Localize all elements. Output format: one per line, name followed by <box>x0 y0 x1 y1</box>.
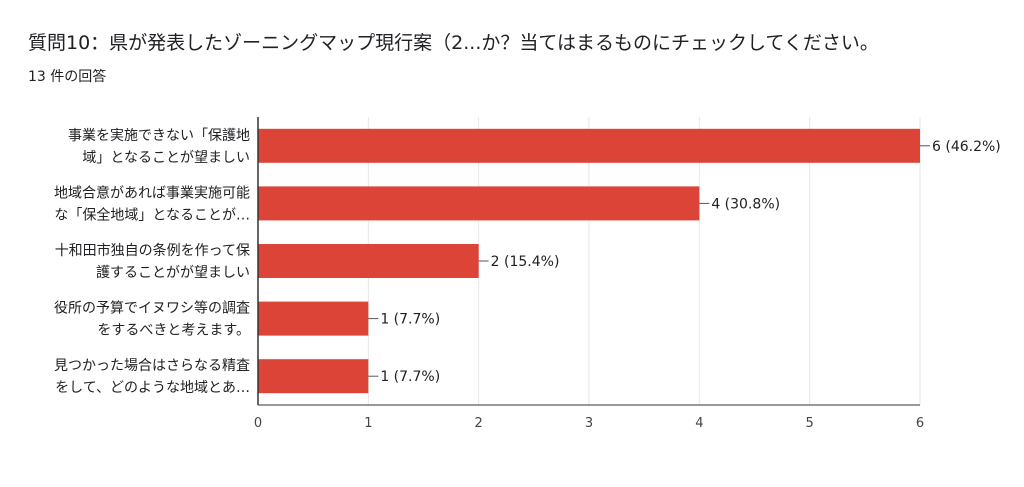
response-count: 13 件の回答 <box>28 69 107 85</box>
category-label: 役所の予算でイヌワシ等の調査 <box>54 300 250 317</box>
x-tick-label: 3 <box>585 416 593 431</box>
bar <box>258 301 369 336</box>
x-tick-label: 6 <box>916 416 924 431</box>
category-label: をして、どのような地域とあ… <box>55 380 250 396</box>
labels: 0 1 2 3 4 5 6 6 (46.2%) 事業を実施できない「保護地域」となることが望まし… <box>54 128 1001 431</box>
bar <box>258 186 700 221</box>
bar <box>258 244 479 278</box>
category-label: 見つかった場合はさらなる精査 <box>54 358 250 374</box>
category-label: 域」となることが望ましい <box>82 150 250 166</box>
value-label: 1 (7.7%) <box>380 312 440 328</box>
axes <box>257 117 920 406</box>
category-label: 十和田市独自の条例を作って保 <box>55 242 250 259</box>
category-label: な「保全地域」となることが… <box>54 206 250 223</box>
category-label: 地域合意があれば事業実施可能 <box>54 184 250 201</box>
x-tick-label: 5 <box>806 416 814 431</box>
value-label: 2 (15.4%) <box>491 254 560 270</box>
x-tick-label: 0 <box>254 416 262 431</box>
bar <box>258 359 369 394</box>
x-tick-label: 2 <box>475 416 483 431</box>
value-label: 1 (7.7%) <box>380 369 440 385</box>
value-label: 6 (46.2%) <box>932 139 1001 155</box>
x-tick-label: 4 <box>695 416 703 431</box>
category-label: 事業を実施できない「保護地 <box>68 128 250 144</box>
bar <box>258 128 920 163</box>
x-tick-label: 1 <box>364 416 372 431</box>
category-label: をするべきと考えます。 <box>97 323 250 339</box>
category-label: 護することがが望ましい <box>96 265 250 281</box>
chart-title: 質問10：県が発表したゾーニングマップ現行案（2...か？当てはまるものにチェッ… <box>28 32 879 54</box>
value-label: 4 (30.8%) <box>711 196 780 212</box>
bars <box>258 128 930 394</box>
